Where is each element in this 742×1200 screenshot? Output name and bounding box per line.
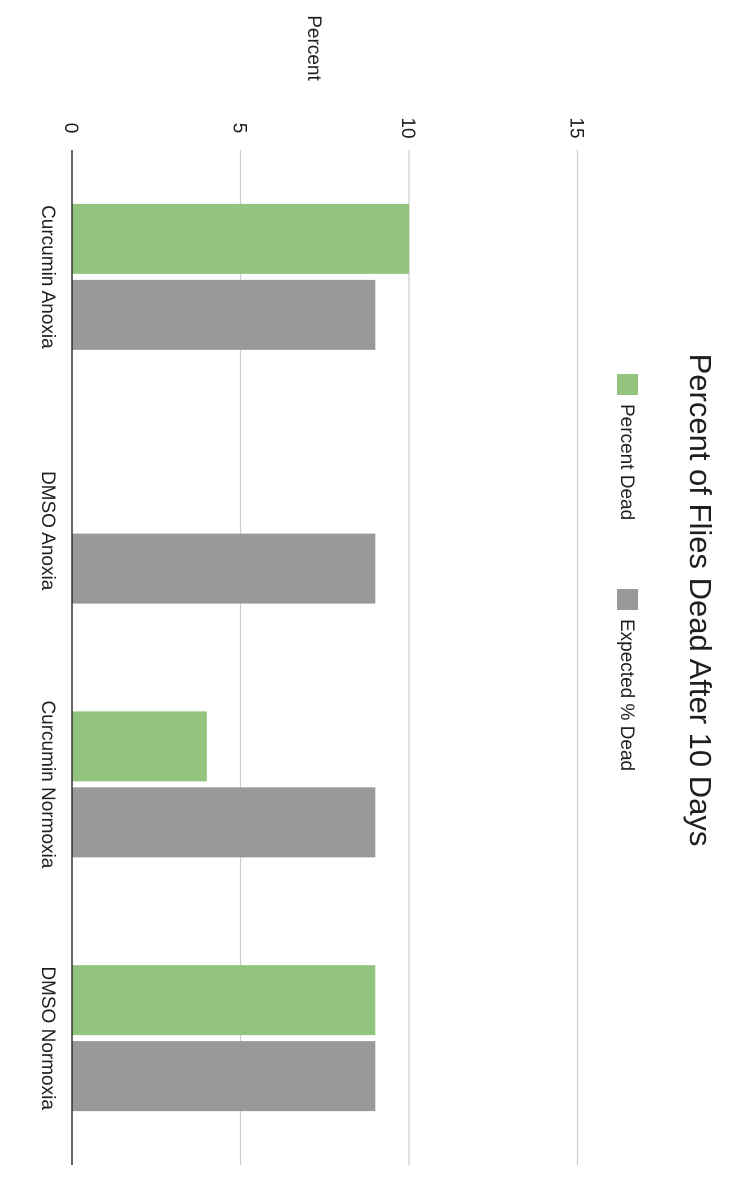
category-label: DMSO Anoxia [37,471,58,591]
bar [72,279,376,350]
bar [72,965,376,1036]
category-label: Curcumin Normoxia [37,700,58,868]
legend-swatch [617,589,638,610]
category-label: DMSO Normoxia [37,966,58,1110]
bar [72,203,409,274]
category-label: Curcumin Anoxia [37,205,58,349]
tick-label: 5 [229,123,250,134]
bar [72,1041,376,1112]
chart-title: Percent of Flies Dead After 10 Days [683,354,718,847]
legend-label: Percent Dead [616,404,637,520]
bars [71,203,409,1112]
x-axis-ticks: 0 5 10 15 [60,117,587,138]
legend-swatch [617,374,638,395]
tick-label: 15 [566,117,587,138]
bar [72,787,376,858]
chart-legend: Percent Dead Expected % Dead [616,374,638,771]
bar [71,711,207,782]
legend-label: Expected % Dead [616,619,637,771]
tick-label: 10 [397,117,418,138]
tick-label: 0 [60,123,81,134]
category-labels: Curcumin Anoxia DMSO Anoxia Curcumin Normo… [37,205,58,1110]
x-axis-title: Percent [303,15,324,81]
bar [72,533,376,604]
